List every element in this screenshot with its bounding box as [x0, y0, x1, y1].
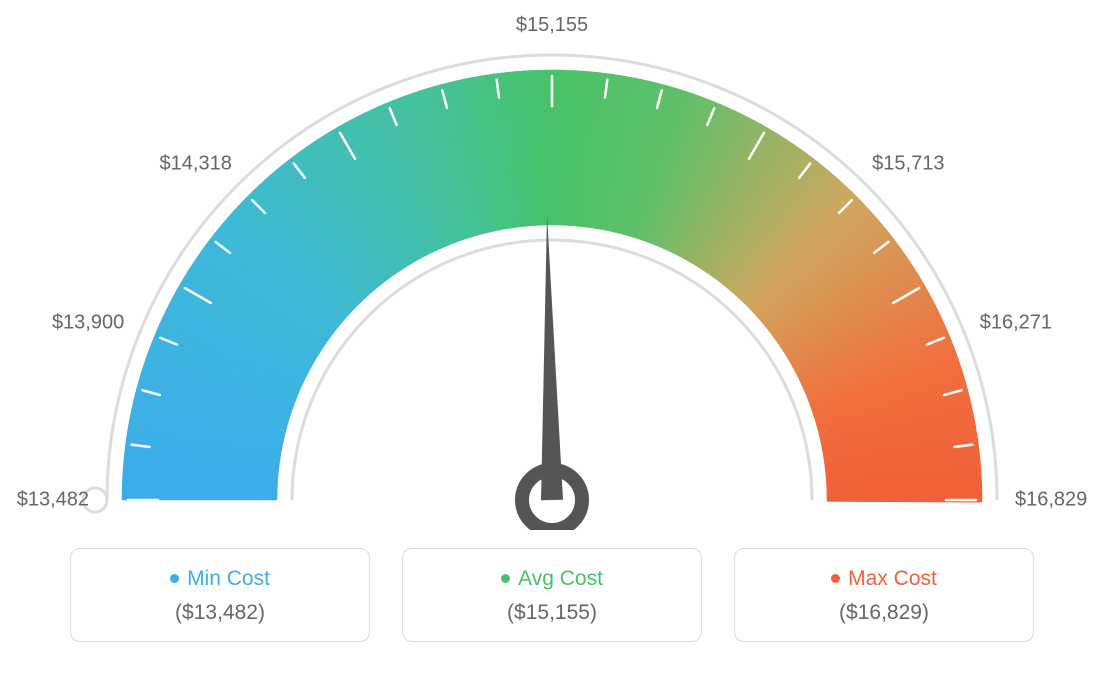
legend-card-title: Max Cost — [735, 567, 1033, 591]
legend-card-title: Avg Cost — [403, 567, 701, 591]
legend-card-value: ($13,482) — [71, 601, 369, 625]
gauge-scale-label: $13,482 — [17, 489, 89, 512]
legend-dot-icon — [170, 574, 179, 583]
legend-title-text: Max Cost — [848, 567, 937, 590]
legend-card: Avg Cost ($15,155) — [402, 548, 702, 642]
legend-title-text: Avg Cost — [518, 567, 603, 590]
legend-card: Max Cost ($16,829) — [734, 548, 1034, 642]
legend-dot-icon — [831, 574, 840, 583]
legend-card-title: Min Cost — [71, 567, 369, 591]
gauge-scale-label: $14,318 — [160, 152, 232, 175]
gauge-scale-label: $16,271 — [980, 311, 1052, 334]
legend-card-value: ($16,829) — [735, 601, 1033, 625]
legend-card: Min Cost ($13,482) — [70, 548, 370, 642]
legend-card-value: ($15,155) — [403, 601, 701, 625]
gauge-container: $13,482 $13,900 $14,318 $15,155 $15,713 $16,2… — [0, 0, 1104, 530]
gauge-scale-label: $13,900 — [52, 311, 124, 334]
gauge-scale-label: $16,829 — [1015, 489, 1087, 512]
legend-row: Min Cost ($13,482) Avg Cost ($15,155) Max Co… — [0, 548, 1104, 642]
gauge-svg — [0, 0, 1104, 530]
gauge-needle — [541, 215, 563, 500]
legend-dot-icon — [501, 574, 510, 583]
gauge-scale-label: $15,713 — [872, 152, 944, 175]
gauge-scale-label: $15,155 — [516, 14, 588, 37]
legend-title-text: Min Cost — [187, 567, 270, 590]
